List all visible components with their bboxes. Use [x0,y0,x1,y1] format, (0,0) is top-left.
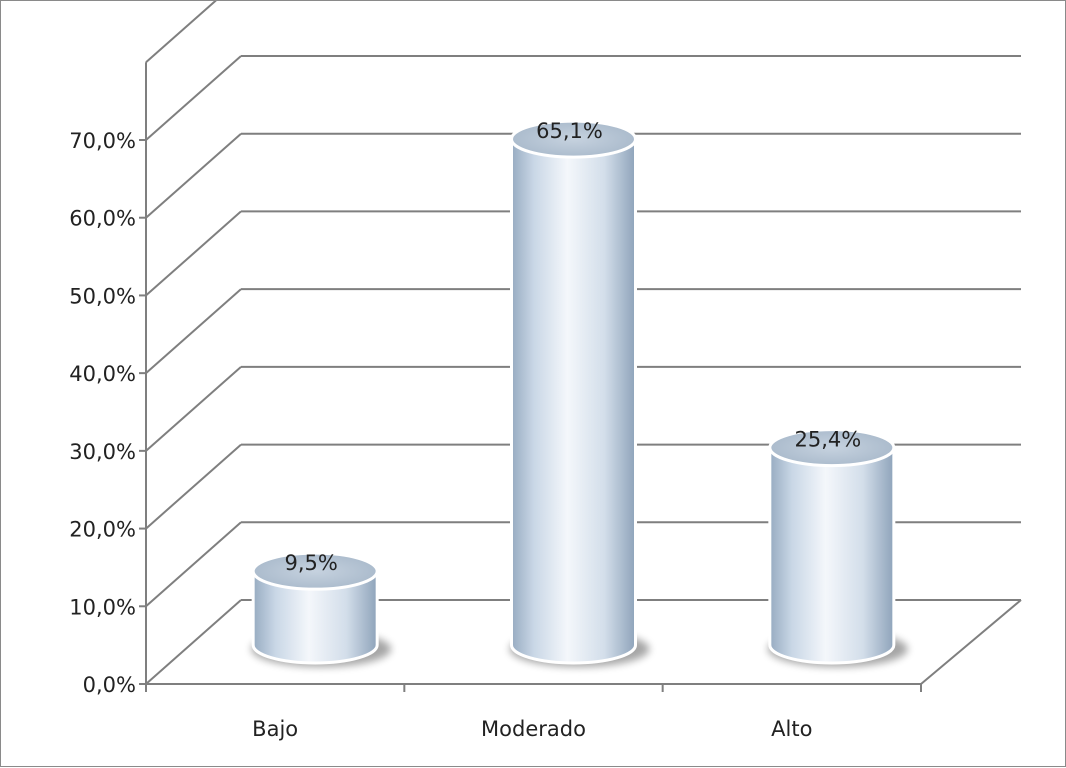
bar-top-1 [510,119,637,159]
y-tick-label-6: 60,0% [69,207,136,231]
labels-layer: 0,0% 10,0% 20,0% 30,0% 40,0% 50,0% 60,0% 70,0% 9… [69,119,861,741]
gridline-side-3 [145,366,242,452]
gridline-side-5 [145,210,242,297]
bar-moderado [509,119,650,667]
data-label-1: 65,1% [536,119,603,143]
bar-top-2 [768,428,896,468]
gridline-side-2 [145,443,242,530]
y-tick-label-2: 20,0% [69,518,136,542]
bar-body-0 [251,569,379,665]
gridline-side-6 [145,132,242,219]
category-label-2: Alto [771,717,812,741]
bar-body-2 [768,446,896,665]
y-tick-label-7: 70,0% [69,129,136,153]
y-tick-label-1: 10,0% [69,595,136,619]
gridline-side-4 [145,288,242,374]
bar-body-1 [510,137,637,665]
bar-alto [767,428,908,667]
bar-bajo [251,551,392,667]
category-label-1: Moderado [481,717,586,741]
data-label-0: 9,5% [284,551,337,575]
gridline-side-7 [145,55,242,141]
bars-layer [251,119,908,667]
gridline-side-1 [145,521,242,608]
gridline-side-top [145,1,217,64]
gridline-side-0 [145,599,242,685]
category-label-0: Bajo [252,717,298,741]
bar-top-0 [251,551,379,591]
y-tick-label-5: 50,0% [69,284,136,308]
y-tick-label-3: 30,0% [69,440,136,464]
y-tick-label-4: 40,0% [69,362,136,386]
y-tick-label-0: 0,0% [83,673,136,697]
data-label-2: 25,4% [794,428,861,452]
floor-right-edge [920,599,1022,685]
